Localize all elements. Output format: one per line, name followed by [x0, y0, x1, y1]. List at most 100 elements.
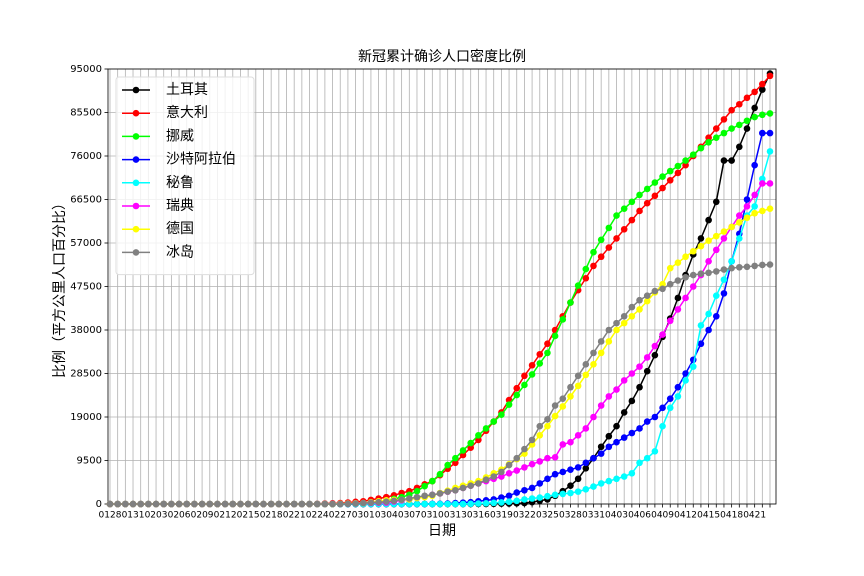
data-point: [168, 500, 175, 508]
data-point: [429, 491, 436, 499]
data-point: [659, 331, 666, 338]
data-point: [674, 306, 682, 313]
data-point: [666, 167, 674, 175]
data-point: [597, 236, 605, 244]
data-point: [751, 161, 758, 169]
data-point: [513, 489, 521, 496]
data-point: [152, 500, 160, 508]
data-point: [137, 500, 144, 508]
data-point: [720, 266, 728, 273]
data-point: [244, 500, 252, 508]
data-point: [705, 138, 712, 146]
data-point: [528, 436, 536, 444]
data-point: [498, 494, 505, 501]
data-point: [643, 199, 651, 207]
legend-label: 意大利: [166, 104, 208, 121]
data-point: [567, 466, 574, 473]
x-tick-label: 0418: [720, 511, 743, 521]
x-tick-label: 0307: [398, 511, 421, 521]
data-point: [597, 402, 605, 409]
data-point: [651, 413, 659, 421]
data-point: [597, 480, 605, 487]
data-point: [475, 480, 482, 487]
data-point: [559, 468, 567, 476]
data-point: [666, 395, 674, 402]
data-point: [736, 143, 743, 151]
data-point: [751, 88, 758, 96]
data-point: [720, 276, 728, 283]
legend-label: 德国: [166, 221, 194, 237]
data-point: [674, 259, 682, 266]
data-point: [528, 484, 536, 492]
x-tick-label: 0325: [536, 511, 559, 521]
x-axis-label: 日期: [428, 523, 456, 539]
data-point: [513, 391, 521, 399]
data-point: [766, 129, 774, 137]
y-tick-label: 95000: [70, 64, 102, 75]
data-point: [712, 246, 720, 254]
data-point: [544, 340, 551, 348]
data-point: [605, 338, 613, 345]
legend-marker: [132, 156, 140, 163]
data-point: [559, 403, 567, 410]
data-point: [505, 470, 513, 477]
data-point: [544, 349, 551, 357]
data-point: [429, 500, 436, 508]
data-point: [398, 496, 405, 503]
data-point: [628, 198, 636, 206]
data-point: [766, 72, 774, 80]
data-point: [636, 383, 643, 391]
x-tick-label: 0415: [697, 511, 720, 521]
x-tick-label: 0224: [306, 511, 329, 521]
data-point: [544, 415, 551, 423]
data-point: [736, 100, 743, 108]
data-point: [620, 225, 628, 233]
legend-marker: [132, 202, 140, 210]
data-point: [375, 498, 382, 506]
data-point: [590, 483, 597, 490]
data-point: [636, 425, 643, 432]
data-point: [206, 500, 214, 508]
data-point: [628, 303, 636, 311]
data-point: [498, 468, 505, 476]
data-point: [743, 196, 751, 203]
data-point: [728, 223, 735, 231]
y-tick-label: 9500: [77, 456, 102, 467]
data-point: [475, 500, 482, 507]
data-point: [513, 454, 521, 462]
data-point: [436, 470, 444, 478]
data-point: [682, 377, 689, 384]
data-point: [260, 500, 267, 508]
data-point: [689, 151, 697, 158]
legend-box: [115, 76, 255, 276]
data-point: [712, 134, 720, 141]
data-point: [766, 180, 774, 187]
data-point: [613, 438, 620, 446]
data-point: [712, 312, 720, 320]
x-tick-label: 0212: [214, 511, 237, 521]
data-point: [728, 258, 735, 265]
data-point: [766, 110, 774, 117]
data-point: [613, 212, 620, 219]
data-point: [766, 148, 774, 155]
data-point: [214, 500, 221, 508]
data-point: [444, 488, 451, 495]
data-point: [620, 473, 628, 480]
x-tick-label: 0421: [743, 511, 766, 521]
data-point: [582, 459, 590, 467]
data-point: [521, 381, 528, 389]
data-point: [237, 500, 244, 508]
data-point: [697, 144, 705, 152]
data-point: [605, 477, 613, 485]
data-point: [666, 176, 674, 184]
x-tick-label: 0128: [99, 511, 122, 521]
data-point: [513, 497, 521, 505]
data-point: [536, 432, 544, 439]
data-point: [459, 484, 467, 492]
data-point: [620, 319, 628, 327]
data-point: [505, 401, 513, 408]
data-point: [582, 425, 590, 432]
data-point: [605, 432, 613, 440]
data-point: [759, 129, 766, 137]
data-point: [712, 125, 720, 132]
